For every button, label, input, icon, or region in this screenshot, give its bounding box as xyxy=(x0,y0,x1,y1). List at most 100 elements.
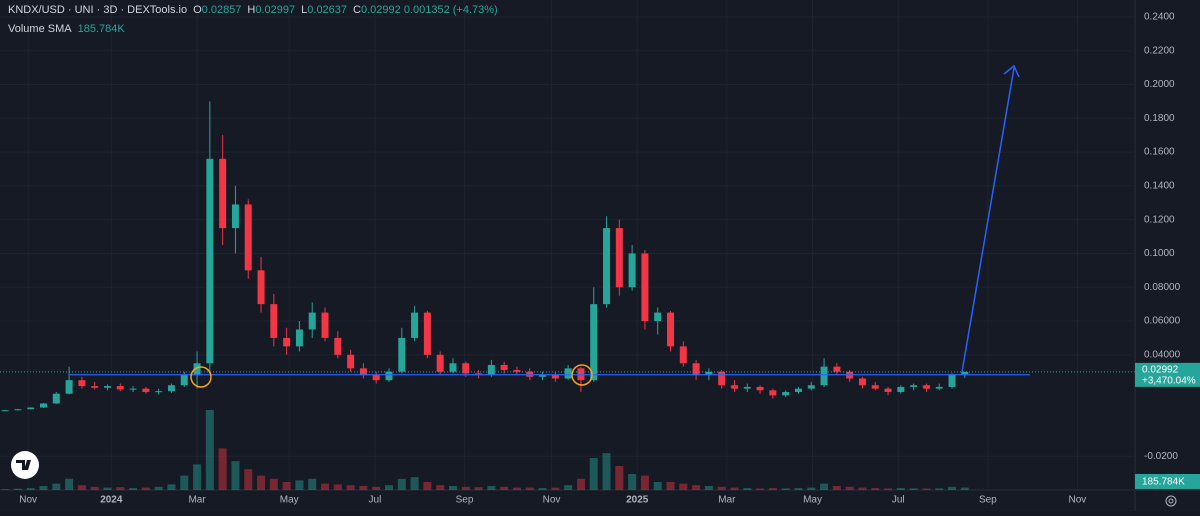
volume-bar xyxy=(615,466,624,490)
candle-body xyxy=(884,388,892,392)
volume-bar xyxy=(589,458,598,490)
volume-bar xyxy=(717,486,726,490)
y-tick-label: 0.2000 xyxy=(1144,79,1175,90)
candle-body xyxy=(487,364,495,376)
candle-body xyxy=(270,304,278,338)
last-price-tag xyxy=(1135,362,1200,387)
x-tick-label: May xyxy=(803,495,822,506)
candle-body xyxy=(129,388,137,390)
tv-logo xyxy=(11,451,39,479)
volume-bar xyxy=(193,464,202,490)
candle-body xyxy=(65,380,73,394)
candle-body xyxy=(206,158,214,364)
candle-body xyxy=(103,386,111,388)
volume-legend: Volume SMA 185.784K xyxy=(8,23,125,35)
candle-body xyxy=(641,253,649,322)
low-value: 0.02637 xyxy=(307,4,348,16)
volume-bar xyxy=(333,484,342,490)
x-tick-label: Sep xyxy=(979,495,997,506)
overlays: 0.02992+3,470.04% 185.784K xyxy=(0,362,1200,489)
projection-arrow xyxy=(961,64,1020,373)
volume-bar xyxy=(346,485,355,490)
volume-bar xyxy=(794,488,803,490)
y-tick-label: 0.1200 xyxy=(1144,214,1175,225)
candle-body xyxy=(219,158,227,229)
volume-bar xyxy=(141,487,150,490)
candle-body xyxy=(679,346,687,364)
volume-bar xyxy=(525,487,534,490)
candle-body xyxy=(756,386,764,391)
candle-body xyxy=(897,386,905,392)
volume-bar xyxy=(653,482,662,490)
candle-body xyxy=(769,390,777,396)
candle-body xyxy=(500,364,508,371)
candle-body xyxy=(52,393,60,404)
volume-bar xyxy=(295,480,304,490)
candle-body xyxy=(155,391,163,393)
volume-bar xyxy=(832,486,841,490)
volume-bar xyxy=(282,482,291,490)
volume-bar xyxy=(500,486,509,490)
volume-bar xyxy=(640,475,649,490)
candle-body xyxy=(948,374,956,387)
volume-bar xyxy=(90,486,99,490)
candle-body xyxy=(807,385,815,389)
candle-body xyxy=(871,385,879,389)
volume-bar xyxy=(244,469,253,490)
y-tick-label: 0.2400 xyxy=(1144,12,1175,23)
candle-body xyxy=(564,368,572,379)
candle-body xyxy=(539,375,547,377)
candle-body xyxy=(116,386,124,390)
marker-circle xyxy=(571,364,593,386)
candle-body xyxy=(27,407,35,410)
volume-bar xyxy=(180,475,189,490)
c-key: C xyxy=(353,4,361,16)
candle-body xyxy=(858,378,866,386)
volume-bar xyxy=(65,478,74,490)
settings-icon[interactable] xyxy=(1165,495,1177,507)
volume-bar xyxy=(129,488,138,490)
candle-body xyxy=(718,371,726,386)
candles xyxy=(1,101,969,412)
y-tick-label: 0.08000 xyxy=(1144,282,1181,293)
grid xyxy=(0,0,1135,490)
volume-bar xyxy=(461,486,470,490)
high-value: 0.02997 xyxy=(255,4,296,16)
volume-bar xyxy=(896,488,905,490)
volume-bar xyxy=(628,474,637,490)
candle-body xyxy=(462,363,470,374)
volume-bar xyxy=(218,448,227,490)
volume-bar xyxy=(205,410,214,490)
volume-bar xyxy=(13,488,22,490)
volume-bar xyxy=(884,488,893,490)
volume-bar xyxy=(564,485,573,490)
volume-bar xyxy=(602,453,611,490)
y-tick-label: 0.2200 xyxy=(1144,45,1175,56)
volume-bar xyxy=(820,483,829,490)
volume-bar xyxy=(845,486,854,490)
volume-bar xyxy=(231,461,240,490)
volume-bar xyxy=(321,483,330,490)
volume-bar xyxy=(743,488,752,490)
volume-sma-axis-label: 185.784K xyxy=(1142,477,1185,488)
candle-body xyxy=(436,354,444,372)
x-tick-label: Nov xyxy=(19,495,37,506)
candle-body xyxy=(628,253,636,288)
candle-body xyxy=(449,363,457,372)
volume-bar xyxy=(308,478,317,490)
volume-bar xyxy=(781,488,790,490)
volume-bar xyxy=(257,475,266,490)
candle-body xyxy=(347,354,355,369)
candle-body xyxy=(78,380,86,387)
candle-body xyxy=(244,204,252,271)
volume-bar xyxy=(679,483,688,490)
volume-bar xyxy=(372,486,381,490)
open-value: 0.02857 xyxy=(201,4,242,16)
volume-bar xyxy=(116,487,125,490)
volume-bar xyxy=(154,486,163,490)
volume-bar xyxy=(397,478,406,490)
volume-bar xyxy=(768,488,777,490)
volume-sma-value: 185.784K xyxy=(77,23,125,35)
candle-body xyxy=(910,385,918,387)
